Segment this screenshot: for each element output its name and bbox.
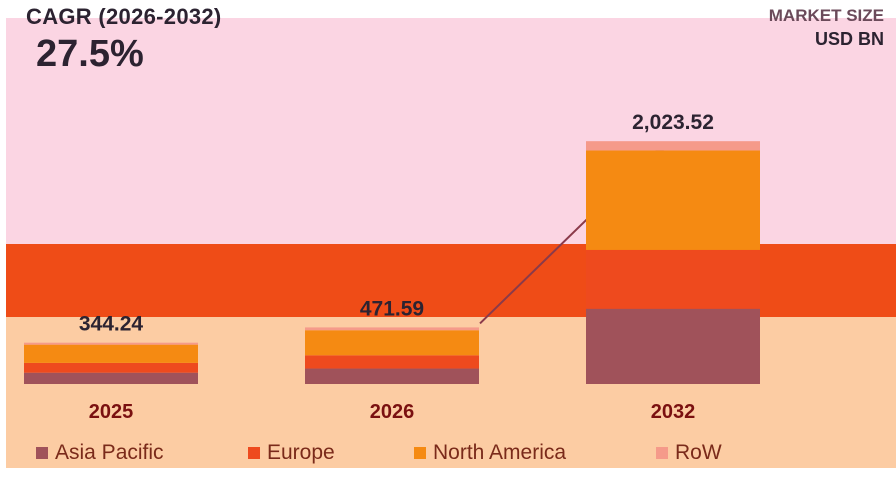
cagr-value: 27.5% [36, 33, 144, 75]
legend-swatch-row [656, 447, 668, 459]
bar-2026-europe [305, 355, 479, 369]
legend-item-north-america: North America [414, 441, 566, 465]
bar-2032-row [586, 141, 760, 151]
total-label-2026: 471.59 [360, 297, 424, 320]
bar-2026-north-america [305, 330, 479, 356]
legend-swatch-north-america [414, 447, 426, 459]
bar-2025-row [24, 342, 198, 345]
total-label-2025: 344.24 [79, 313, 144, 336]
legend-item-asia-pacific: Asia Pacific [36, 441, 164, 465]
bar-2026-asia-pacific [305, 368, 479, 384]
legend-label-north-america: North America [433, 441, 567, 464]
legend-label-europe: Europe [267, 441, 335, 464]
legend-label-row: RoW [675, 441, 722, 464]
legend-swatch-asia-pacific [36, 447, 48, 459]
bar-2025-north-america [24, 344, 198, 363]
x-tick-label-2025: 2025 [89, 401, 134, 423]
legend-swatch-europe [248, 447, 260, 459]
market-size-label: MARKET SIZE [768, 6, 884, 24]
bar-2025-asia-pacific [24, 372, 198, 384]
x-tick-label-2026: 2026 [370, 401, 415, 423]
bar-2032-north-america [586, 150, 760, 250]
bar-2026-row [305, 327, 479, 331]
legend-label-asia-pacific: Asia Pacific [55, 441, 164, 464]
cagr-label: CAGR (2026-2032) [26, 4, 222, 28]
total-label-2032: 2,023.52 [632, 111, 714, 134]
unit-label: USD BN [814, 29, 884, 49]
legend-item-row: RoW [656, 441, 722, 465]
x-tick-label-2032: 2032 [651, 401, 696, 423]
legend-item-europe: Europe [248, 441, 335, 465]
bar-2032-europe [586, 249, 760, 309]
bar-2032-asia-pacific [586, 308, 760, 384]
bar-2025-europe [24, 362, 198, 373]
